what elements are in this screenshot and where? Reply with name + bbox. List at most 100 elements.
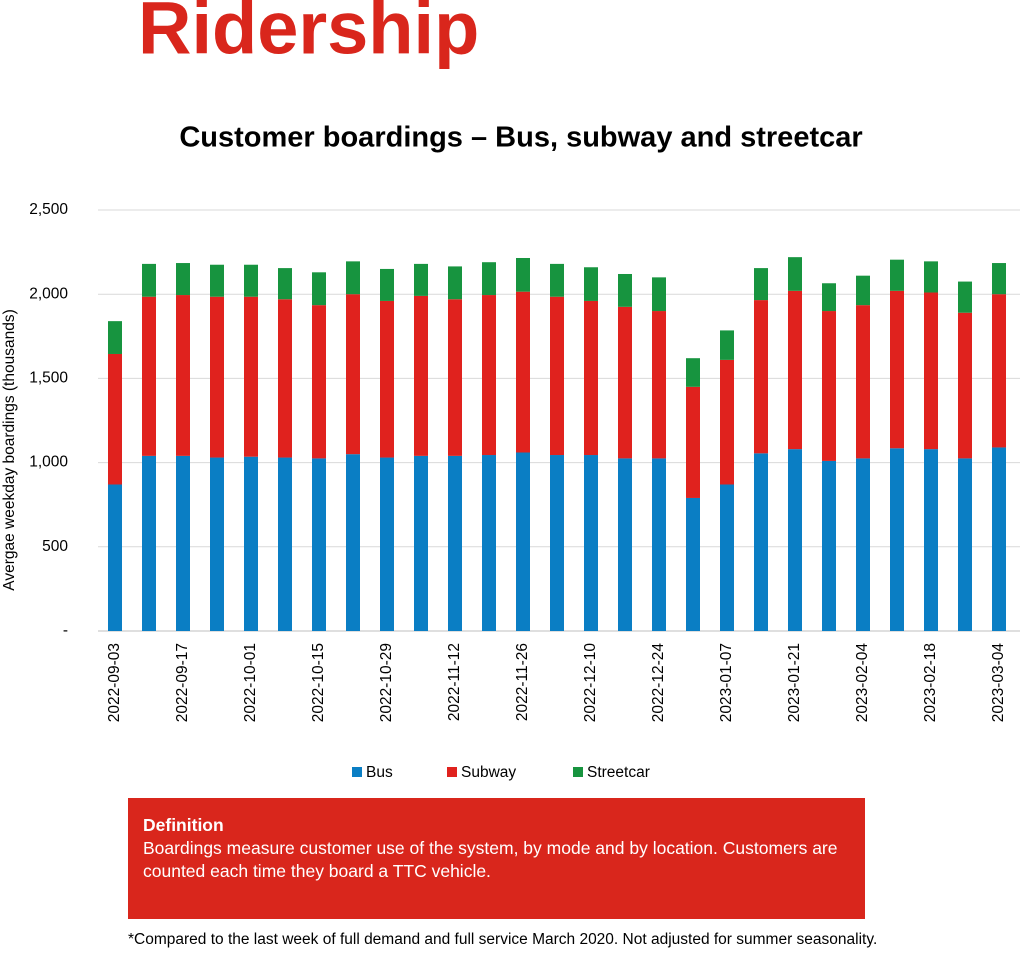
bar-segment: [890, 448, 904, 631]
bar-segment: [448, 455, 462, 631]
bar-segment: [856, 275, 870, 306]
bar-segment: [958, 312, 972, 459]
bar-segment: [210, 296, 224, 458]
bar-segment: [346, 261, 360, 295]
bar-segment: [414, 455, 428, 631]
definition-box: Definition Boardings measure customer us…: [128, 798, 865, 919]
bar-segment: [652, 311, 666, 459]
bar-segment: [380, 457, 394, 631]
bar-segment: [652, 458, 666, 631]
bar-segment: [550, 455, 564, 631]
bar-segment: [958, 458, 972, 631]
definition-title: Definition: [143, 815, 224, 835]
legend-label: Streetcar: [587, 764, 650, 781]
bar-segment: [108, 484, 122, 631]
y-tick-label: -: [63, 622, 68, 639]
y-axis-label: Avergae weekday boardings (thousands): [1, 309, 18, 590]
bar-segment: [992, 263, 1006, 295]
bar-segment: [278, 457, 292, 631]
bar-segment: [584, 455, 598, 631]
bar-segment: [312, 272, 326, 306]
bar-segment: [686, 497, 700, 631]
bar-segment: [856, 458, 870, 631]
bar-segment: [516, 257, 530, 292]
bar-segment: [380, 268, 394, 301]
chart: Ridership Customer boardings – Bus, subw…: [1, 0, 1020, 781]
legend-label: Subway: [461, 764, 516, 781]
bar-segment: [754, 300, 768, 454]
bar-segment: [924, 292, 938, 450]
x-tick-label: 2023-02-04: [854, 643, 871, 723]
bar-segment: [754, 268, 768, 301]
bar-segment: [890, 259, 904, 291]
bar-segment: [924, 261, 938, 293]
bar-segment: [618, 458, 632, 631]
bar-segment: [686, 358, 700, 387]
definition-text: Boardings measure customer use of the sy…: [143, 838, 838, 881]
bar-segment: [244, 296, 258, 457]
bar-segment: [176, 295, 190, 456]
x-tick-label: 2022-11-26: [514, 643, 531, 721]
bar-segment: [550, 263, 564, 297]
bar-segment: [686, 386, 700, 498]
bar-segment: [788, 257, 802, 291]
bar-segment: [584, 267, 598, 301]
x-tick-label: 2022-10-29: [378, 643, 395, 722]
y-tick-label: 2,000: [29, 285, 68, 302]
footnote: *Compared to the last week of full deman…: [128, 931, 878, 948]
x-tick-label: 2023-01-21: [786, 643, 803, 722]
bar-segment: [142, 455, 156, 631]
bar-segment: [210, 457, 224, 631]
bar-segment: [414, 295, 428, 456]
bar-segment: [278, 299, 292, 458]
x-tick-label: 2022-11-12: [446, 643, 463, 721]
bar-segment: [482, 295, 496, 456]
bar-segment: [788, 449, 802, 631]
bar-segment: [720, 330, 734, 360]
bar-segment: [822, 311, 836, 461]
bar-segment: [312, 305, 326, 459]
legend-label: Bus: [366, 764, 393, 781]
bar-segment: [516, 452, 530, 631]
bar-segment: [278, 268, 292, 300]
legend-swatch: [352, 767, 362, 777]
bar-segment: [414, 263, 428, 296]
bar-segment: [448, 299, 462, 456]
bar-segment: [176, 263, 190, 296]
bar-segment: [618, 306, 632, 459]
legend-swatch: [447, 767, 457, 777]
bar-segment: [754, 453, 768, 631]
bar-segment: [958, 281, 972, 313]
bar-segment: [244, 456, 258, 631]
bar-segment: [720, 359, 734, 485]
x-tick-label: 2022-09-03: [106, 643, 123, 722]
bar-segment: [482, 455, 496, 631]
bar-segment: [244, 264, 258, 297]
bar-segment: [856, 305, 870, 459]
bar-segment: [720, 484, 734, 631]
x-tick-label: 2023-03-04: [990, 643, 1007, 723]
x-tick-label: 2022-12-24: [650, 643, 667, 723]
chart-title: Customer boardings – Bus, subway and str…: [179, 122, 862, 154]
bar-segment: [346, 294, 360, 455]
bar-segment: [142, 296, 156, 456]
bar-segment: [822, 283, 836, 312]
bar-segment: [992, 294, 1006, 448]
x-tick-label: 2022-09-17: [174, 643, 191, 722]
y-tick-label: 1,500: [29, 369, 68, 386]
bar-segment: [652, 277, 666, 312]
bar-segment: [924, 449, 938, 631]
bar-segment: [992, 447, 1006, 631]
x-tick-label: 2023-01-07: [718, 643, 735, 722]
bar-segment: [618, 273, 632, 307]
bar-segment: [788, 290, 802, 450]
page-heading: Ridership: [138, 0, 479, 70]
bar-segment: [550, 296, 564, 456]
legend-swatch: [573, 767, 583, 777]
bar-segment: [516, 291, 530, 453]
bar-segment: [210, 264, 224, 297]
bar-segment: [584, 300, 598, 456]
bar-segment: [108, 353, 122, 485]
bar-segment: [822, 460, 836, 631]
y-tick-label: 500: [42, 538, 68, 555]
